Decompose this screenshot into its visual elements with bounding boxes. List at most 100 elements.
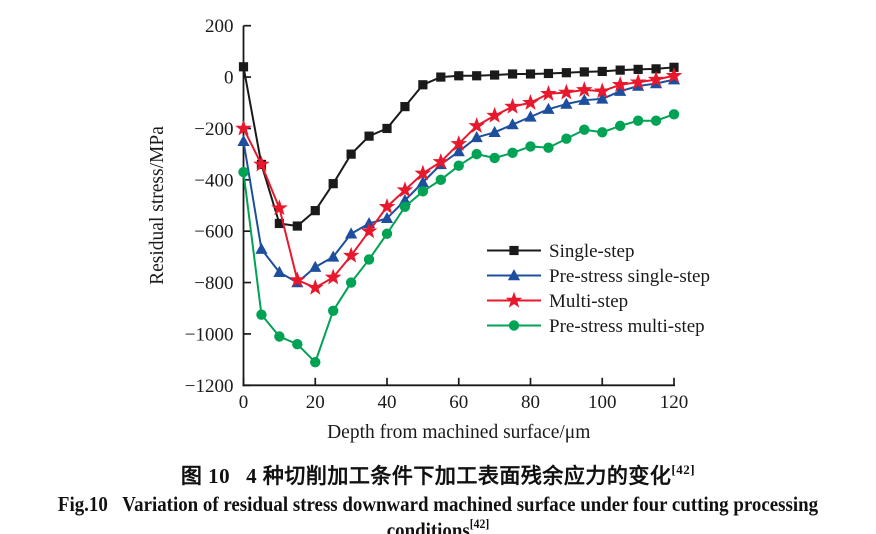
circle-marker [632,115,644,126]
x-tick-label: 20 [306,392,325,413]
circle-marker [292,339,303,350]
square-marker [454,71,464,81]
triangle-marker [255,242,268,254]
circle-marker [561,133,572,144]
legend-label: Pre-stress multi-step [549,316,705,337]
triangle-marker [470,131,483,143]
star-marker [468,117,486,133]
triangle-marker [488,125,501,137]
square-marker [525,69,536,79]
star-marker [342,246,360,263]
x-tick-label: 100 [588,392,617,413]
caption-en-figure-number: Fig.10 [57,492,108,516]
square-marker [597,66,607,77]
star-marker [611,76,629,92]
circle-marker [507,147,518,159]
circle-marker [399,201,411,212]
y-tick-label: −600 [194,222,233,243]
circle-marker [345,277,357,288]
circle-marker [381,228,393,239]
square-marker [364,131,374,141]
x-tick-label: 80 [521,392,540,413]
triangle-marker [542,102,555,114]
star-marker [540,85,557,101]
legend: Single-step Pre-stress single-step Multi-s… [487,241,710,337]
legend-triangle-marker [507,269,521,281]
circle-marker [614,120,626,132]
caption-en-reference: [42] [469,516,490,531]
circle-marker [668,109,680,120]
triangle-marker [614,84,627,96]
circle-marker [435,174,447,186]
star-marker [253,155,270,172]
square-marker [418,80,428,90]
star-marker [575,81,593,97]
square-marker [472,71,482,81]
triangle-marker [398,193,412,206]
star-marker [324,268,342,285]
legend-entry-pre-stress-single-step: Pre-stress single-step [487,266,710,287]
square-marker [561,68,571,78]
y-tick-label: −1200 [185,376,234,397]
star-marker [378,198,396,214]
star-marker [414,164,432,181]
star-marker [647,70,665,87]
x-tick-label: 60 [449,392,468,413]
triangle-marker [327,250,340,262]
square-marker [615,65,625,75]
square-marker [328,179,338,189]
square-marker [238,62,249,72]
caption-en-text: Variation of residual stress downward ma… [122,492,819,534]
circle-marker [238,166,249,178]
star-marker [288,271,306,288]
star-marker [396,181,414,198]
y-tick-label: 200 [205,16,234,37]
y-tick-label: −200 [194,119,233,140]
triangle-marker [380,211,394,224]
triangle-marker [560,97,573,109]
star-marker [306,278,324,295]
y-axis-title: Residual stress/MPa [147,126,168,285]
triangle-marker [309,260,322,272]
x-tick-label: 120 [660,392,689,413]
circle-marker [489,152,500,164]
caption-english: Fig.10 Variation of residual stress downw… [44,492,832,534]
x-tick-label: 40 [378,392,397,413]
triangle-marker [345,227,358,239]
y-tick-label: −400 [194,170,233,191]
triangle-marker [273,265,286,277]
square-marker [382,123,392,134]
circle-marker [453,160,464,171]
square-marker [346,149,356,159]
square-marker [507,69,518,79]
star-marker [432,153,450,169]
star-marker [629,73,647,90]
legend-square-marker [509,245,519,256]
x-axis-title: Depth from machined surface/μm [327,422,590,443]
triangle-marker [452,145,465,157]
circle-marker [650,115,662,126]
square-marker [579,67,589,77]
triangle-marker [237,134,250,146]
square-marker [310,206,320,216]
circle-marker [310,356,321,368]
legend-label: Pre-stress single-step [549,266,710,287]
star-marker [271,199,288,216]
caption-zh-text: 4 种切削加工条件下加工表面残余应力的变化 [246,464,672,488]
star-marker [593,82,611,99]
legend-entry-single-step: Single-step [487,241,635,262]
circle-marker [471,148,482,160]
caption-zh-reference: [42] [671,462,696,477]
series-pre-stress-multi-step [238,109,680,368]
star-marker [504,97,521,114]
square-marker [436,72,446,82]
square-marker [633,64,643,74]
star-marker [360,222,378,239]
star-marker [558,83,575,100]
caption-chinese: 图 10 4 种切削加工条件下加工表面残余应力的变化[42] [0,460,876,490]
y-tick-label: −800 [194,273,233,294]
star-marker [486,106,503,123]
circle-marker [579,124,590,135]
y-tick-label: 0 [224,68,234,89]
